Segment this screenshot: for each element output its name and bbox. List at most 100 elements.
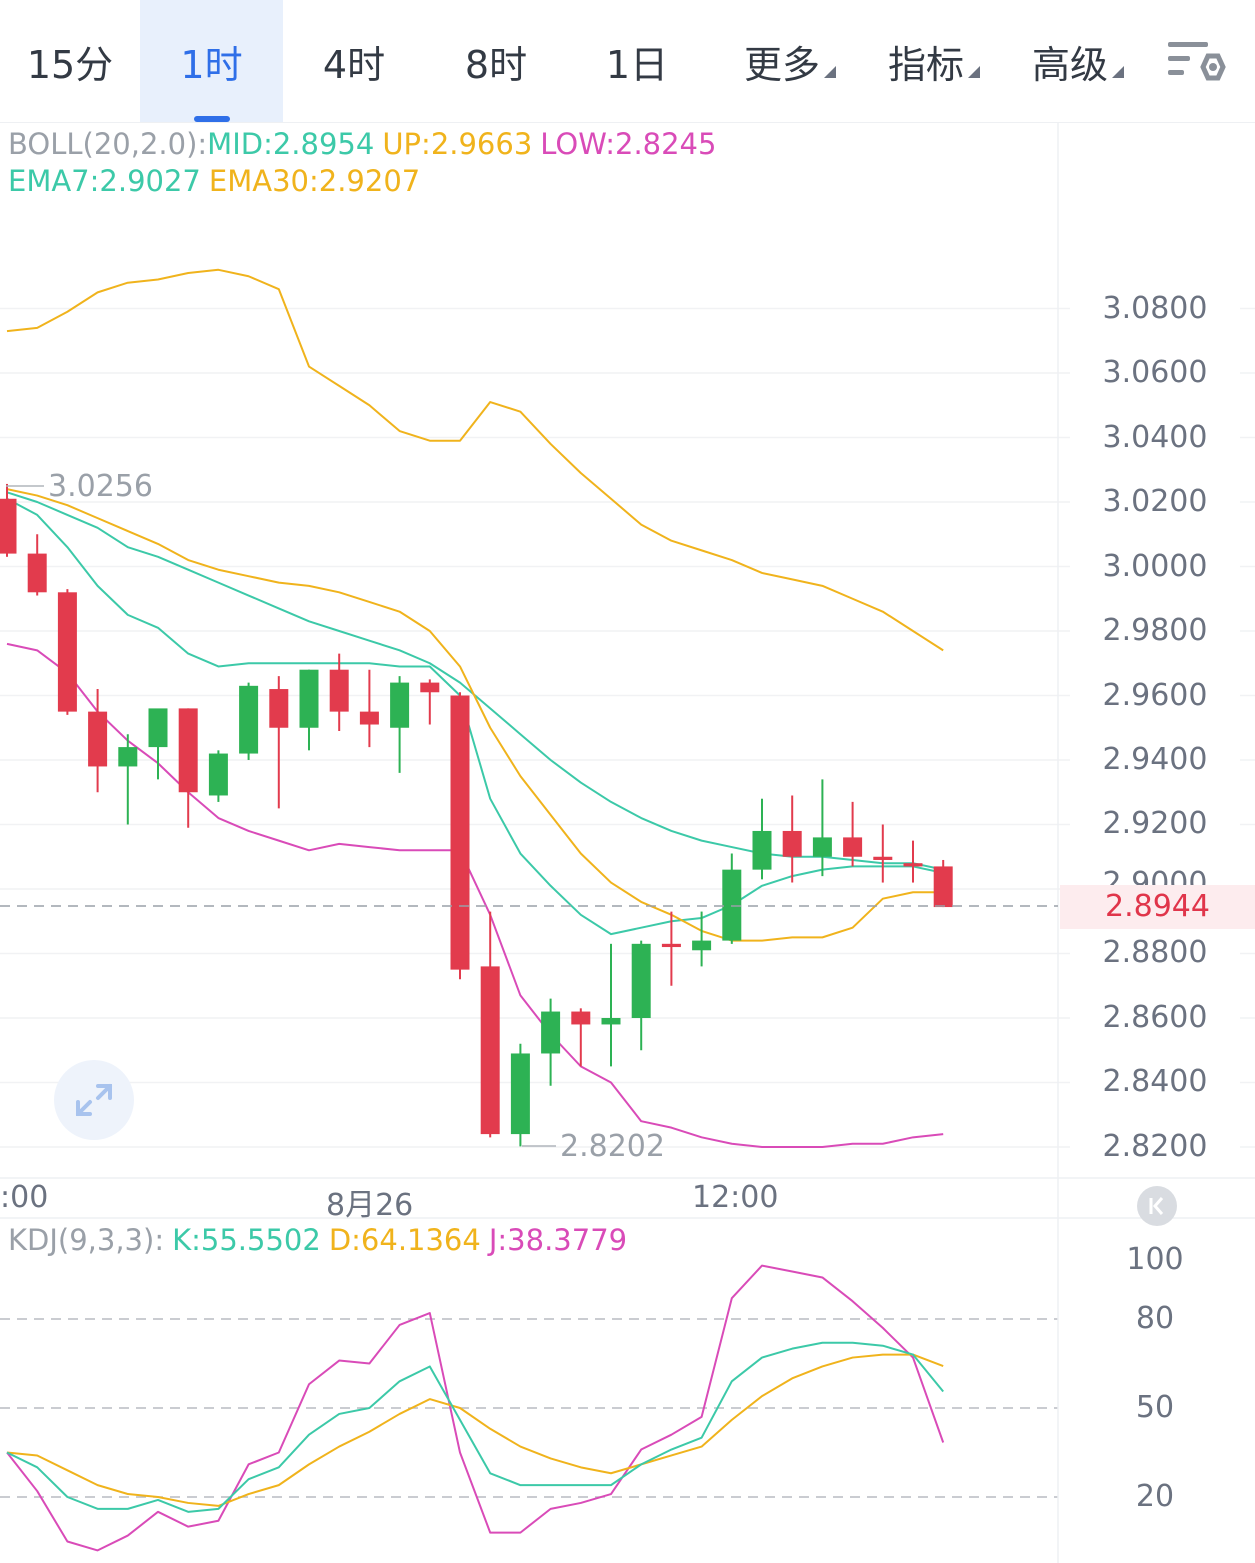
price-tick: 3.0200 xyxy=(1102,484,1208,519)
fullscreen-expand-icon[interactable] xyxy=(54,1060,134,1140)
candle-body xyxy=(692,940,712,951)
candle-body xyxy=(571,1011,591,1025)
kdj-j-line xyxy=(6,1264,945,1552)
candle-body xyxy=(843,837,863,857)
tab-8h[interactable]: 8时 xyxy=(425,0,567,122)
ema30-line xyxy=(6,488,944,942)
tab-4h[interactable]: 4时 xyxy=(283,0,425,122)
kdj-tick: 100 xyxy=(1126,1242,1184,1277)
kdj-grid xyxy=(0,1318,1058,1498)
ema-legend: EMA7:2.9027 EMA30:2.9207 xyxy=(8,164,428,198)
kdj-name: KDJ(9,3,3): xyxy=(8,1223,165,1257)
boll-low-line xyxy=(6,642,944,1148)
candle-body xyxy=(631,943,651,1018)
kdj-tick: 20 xyxy=(1135,1479,1175,1514)
price-tick: 2.9800 xyxy=(1102,613,1208,648)
candle-body xyxy=(661,943,681,948)
price-tick: 2.8400 xyxy=(1102,1064,1208,1099)
tab-1d[interactable]: 1日 xyxy=(567,0,707,122)
dropdown-triangle-icon xyxy=(1112,66,1124,78)
tab-indicators[interactable]: 指标 xyxy=(864,0,1004,122)
candle-body xyxy=(148,708,168,748)
chart-settings-icon[interactable] xyxy=(1168,40,1226,90)
price-tick: 2.9400 xyxy=(1102,742,1208,777)
tab-label: 15分 xyxy=(26,42,114,87)
candle-body xyxy=(722,869,742,941)
tab-1h[interactable]: 1时 xyxy=(140,0,283,122)
candle-body xyxy=(178,708,198,793)
time-tick: 12:00 xyxy=(692,1180,779,1215)
kdj-d: D:64.1364 xyxy=(328,1223,481,1257)
candle-body xyxy=(359,711,379,725)
active-tab-indicator xyxy=(193,116,230,122)
tab-15m[interactable]: 15分 xyxy=(0,0,140,122)
candle-body xyxy=(510,1053,530,1135)
dropdown-triangle-icon xyxy=(968,66,980,78)
candle-body xyxy=(752,830,772,870)
tab-advanced[interactable]: 高级 xyxy=(1008,0,1148,122)
candle-body xyxy=(782,830,802,857)
candle-body xyxy=(0,498,17,554)
time-tick: 8月26 xyxy=(326,1188,414,1223)
price-tick: 3.0800 xyxy=(1102,291,1208,326)
kdj-j: J:38.3779 xyxy=(488,1223,628,1257)
boll-mid: MID:2.8954 xyxy=(207,127,375,161)
low-marker-label: 2.8202 xyxy=(560,1129,665,1164)
candle-body xyxy=(420,682,440,693)
candle-body xyxy=(299,669,319,728)
candle-body xyxy=(239,685,259,754)
tab-label: 8时 xyxy=(464,42,528,87)
price-tick: 2.9200 xyxy=(1102,806,1208,841)
high-marker-label: 3.0256 xyxy=(48,469,153,504)
price-tick: 2.9600 xyxy=(1102,678,1208,713)
candle-body xyxy=(57,592,77,712)
price-grid xyxy=(0,307,1255,1148)
candles xyxy=(0,483,953,1147)
kdj-legend: KDJ(9,3,3): K:55.5502 D:64.1364 J:38.3779 xyxy=(8,1223,635,1257)
price-tick: 3.0400 xyxy=(1102,420,1208,455)
kdj-tick: 80 xyxy=(1135,1301,1175,1336)
kdj-k: K:55.5502 xyxy=(172,1223,321,1257)
candle-body xyxy=(601,1018,621,1025)
candle-body xyxy=(27,553,47,593)
price-tick: 3.0600 xyxy=(1102,355,1208,390)
kdj-tick: 50 xyxy=(1135,1390,1175,1425)
price-tick: 3.0000 xyxy=(1102,549,1208,584)
current-price-tag: 2.8944 xyxy=(1060,885,1255,929)
scroll-to-latest-icon[interactable] xyxy=(1137,1186,1177,1226)
candle-body xyxy=(873,856,893,860)
tab-label: 4时 xyxy=(322,42,386,87)
tab-label: 1日 xyxy=(605,42,669,87)
boll-legend: BOLL(20,2.0):MID:2.8954 UP:2.9663 LOW:2.82… xyxy=(8,127,724,161)
tab-label: 高级 xyxy=(1031,42,1108,87)
candle-body xyxy=(812,837,832,857)
boll-name: BOLL(20,2.0): xyxy=(8,127,208,161)
candle-body xyxy=(208,753,228,796)
candle-body xyxy=(118,747,138,767)
candle-body xyxy=(450,695,470,970)
candle-body xyxy=(903,863,923,867)
candle-body xyxy=(329,669,349,712)
price-tick: 2.8800 xyxy=(1102,935,1208,970)
tab-more[interactable]: 更多 xyxy=(720,0,860,122)
dropdown-triangle-icon xyxy=(824,66,836,78)
candle-body xyxy=(88,711,108,767)
candle-body xyxy=(541,1011,561,1054)
boll-low: LOW:2.8245 xyxy=(540,127,717,161)
candle-body xyxy=(480,966,500,1135)
price-tick: 2.8200 xyxy=(1102,1129,1208,1164)
kdj-lines xyxy=(6,1264,945,1552)
candle-body xyxy=(269,689,289,728)
interval-toolbar: 15分 1时 4时 8时 1日 更多 指标 高级 xyxy=(0,0,1255,123)
ema30-value: EMA30:2.9207 xyxy=(208,164,421,198)
ema7-line xyxy=(6,491,944,871)
kdj-d-line xyxy=(6,1353,944,1507)
boll-mid-line xyxy=(6,497,944,936)
tab-label: 指标 xyxy=(887,42,964,87)
candle-body xyxy=(390,682,410,728)
indicator-lines xyxy=(6,268,944,1148)
tab-label: 更多 xyxy=(743,42,820,87)
time-tick: :00 xyxy=(0,1180,49,1215)
price-tick: 2.8600 xyxy=(1102,1000,1208,1035)
